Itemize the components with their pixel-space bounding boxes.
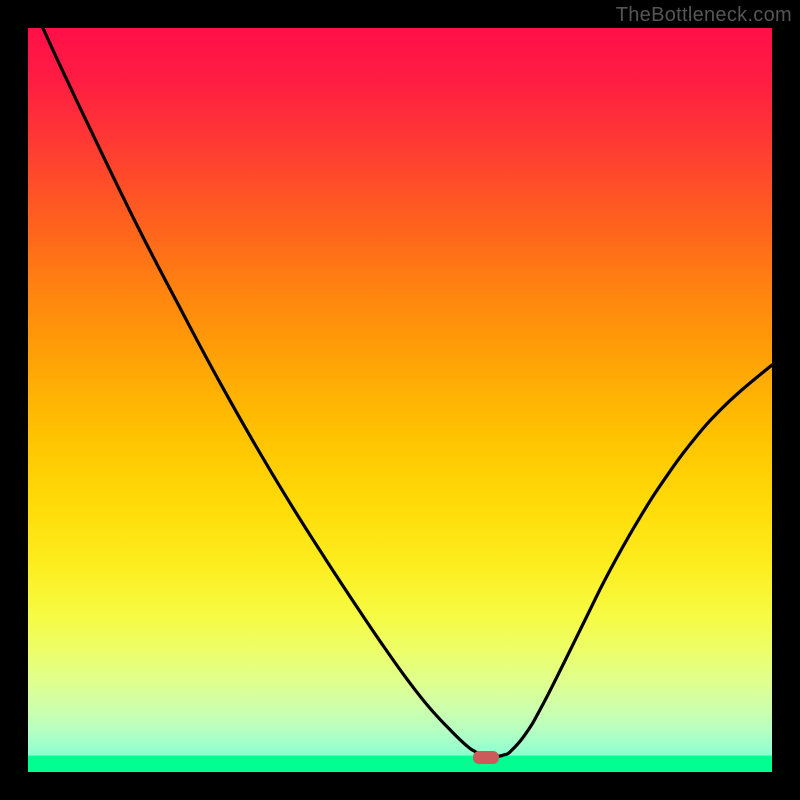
chart-root: TheBottleneck.com [0,0,800,800]
plot-svg [28,28,772,772]
plot-area [28,28,772,772]
gradient-bg [28,28,772,772]
optimal-marker [473,751,499,764]
green-strip [28,756,772,772]
watermark-label: TheBottleneck.com [616,4,792,27]
